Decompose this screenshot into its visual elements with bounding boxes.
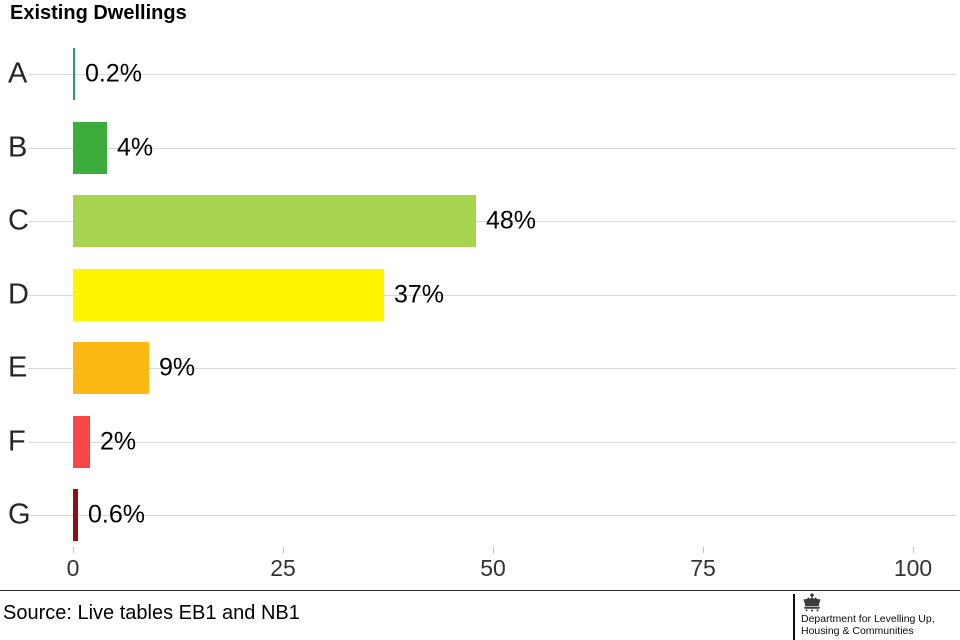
bar-G	[73, 489, 78, 541]
x-tick-mark-25	[283, 547, 284, 553]
category-label-G: G	[8, 498, 31, 531]
x-tick-label-75: 75	[690, 555, 716, 581]
logo-divider-bar	[793, 594, 795, 640]
category-label-A: A	[8, 57, 28, 90]
category-label-F: F	[8, 425, 26, 458]
bar-F	[73, 416, 90, 468]
gridline-C	[28, 221, 956, 222]
x-tick-mark-100	[913, 547, 914, 553]
value-label-F: 2%	[100, 427, 137, 456]
category-label-B: B	[8, 131, 28, 164]
x-tick-mark-50	[493, 547, 494, 553]
bar-A	[73, 48, 75, 100]
bar-E	[73, 342, 149, 394]
logo-org-name: Department for Levelling Up, Housing & C…	[801, 613, 935, 637]
source-caption: Source: Live tables EB1 and NB1	[3, 602, 300, 624]
x-tick-label-0: 0	[66, 555, 80, 581]
value-label-D: 37%	[394, 280, 445, 309]
gridline-B	[28, 148, 956, 149]
bar-B	[73, 122, 107, 174]
category-label-C: C	[8, 204, 29, 237]
gridline-F	[28, 442, 956, 443]
dluhc-logo: Department for Levelling Up, Housing & C…	[793, 592, 960, 640]
category-label-E: E	[8, 351, 28, 384]
x-tick-mark-0	[73, 547, 74, 553]
footer-divider	[0, 590, 960, 591]
logo-org-line1: Department for Levelling Up,	[801, 613, 935, 625]
logo-org-line2: Housing & Communities	[801, 625, 914, 637]
royal-crest-icon	[803, 593, 821, 612]
x-tick-mark-75	[703, 547, 704, 553]
gridline-D	[28, 295, 956, 296]
x-tick-label-100: 100	[893, 555, 933, 581]
value-label-B: 4%	[117, 133, 154, 162]
bar-C	[73, 195, 476, 247]
gridline-E	[28, 368, 956, 369]
x-tick-label-25: 25	[270, 555, 296, 581]
value-label-A: 0.2%	[85, 59, 142, 88]
value-label-E: 9%	[159, 353, 196, 382]
category-label-D: D	[8, 278, 29, 311]
value-label-C: 48%	[486, 206, 537, 235]
gridline-G	[28, 515, 956, 516]
gridline-A	[28, 74, 956, 75]
value-label-G: 0.6%	[88, 500, 145, 529]
bar-D	[73, 269, 384, 321]
chart-title: Existing Dwellings	[10, 2, 187, 24]
x-tick-label-50: 50	[480, 555, 506, 581]
